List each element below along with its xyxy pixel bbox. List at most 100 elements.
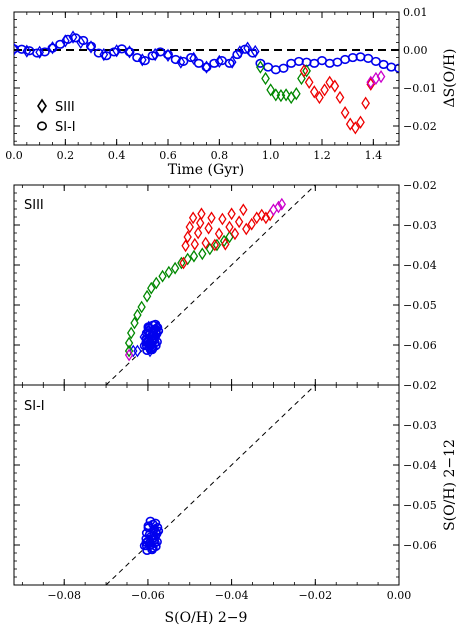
legend-label-siii: SIII — [55, 100, 75, 115]
middle-plot-frame — [13, 184, 400, 386]
data-point-diamond — [170, 261, 180, 275]
data-point-diamond — [227, 55, 237, 69]
data-point-diamond — [189, 51, 199, 66]
bottom-panel: −0.02 −0.03 −0.04 −0.05 −0.06 −0.08 −0.06 −0.04… — [13, 379, 458, 626]
data-point-diamond — [218, 212, 227, 226]
bottom-plot-content — [105, 385, 316, 585]
data-point-diamond — [274, 200, 283, 214]
bottom-xlabel: S(O/H) 2−9 — [165, 610, 248, 626]
data-point-diamond — [250, 44, 260, 59]
y-tick-label: −0.06 — [403, 539, 437, 552]
data-point-diamond — [60, 34, 70, 48]
bottom-panel-label: SI-I — [24, 399, 45, 414]
data-point-diamond — [366, 77, 376, 91]
data-point-diamond — [325, 75, 335, 89]
y-tick-label: 0.00 — [403, 44, 428, 57]
data-point-circle — [178, 56, 189, 66]
data-point-diamond — [277, 197, 287, 211]
y-tick-label: −0.04 — [403, 259, 437, 272]
data-point-diamond — [230, 227, 240, 241]
data-point-circle — [153, 526, 164, 536]
data-point-diamond — [129, 344, 138, 358]
x-tick-label: 1.0 — [262, 149, 280, 162]
data-point-diamond — [130, 316, 139, 330]
series-diamond — [299, 64, 376, 135]
data-point-diamond — [190, 237, 199, 251]
data-point-diamond — [147, 281, 156, 295]
data-point-diamond — [189, 249, 199, 263]
data-point-diamond — [235, 45, 245, 59]
data-point-diamond — [126, 326, 136, 340]
x-tick-label: −0.06 — [131, 589, 165, 602]
x-tick-label: 1.2 — [313, 149, 331, 162]
y-tick-label: −0.06 — [403, 339, 437, 352]
data-point-diamond — [376, 69, 386, 84]
top-ylabel: ΔS(O/H) — [442, 48, 458, 107]
data-point-diamond — [142, 289, 152, 303]
legend: SIII SI-I — [36, 98, 76, 135]
data-point-diamond — [183, 252, 192, 266]
middle-axis-ticks: −0.02 −0.03 −0.04 −0.05 −0.06 — [14, 179, 437, 386]
data-point-diamond — [340, 106, 350, 120]
data-point-diamond — [201, 236, 210, 250]
data-point-diamond — [266, 83, 276, 97]
x-tick-label: −0.04 — [215, 589, 249, 602]
data-point-diamond — [345, 117, 355, 131]
data-point-circle — [47, 43, 58, 53]
bottom-ylabel: S(O/H) 2−12 — [442, 439, 458, 531]
data-point-diamond — [330, 79, 340, 93]
data-point-diamond — [243, 41, 252, 55]
x-tick-label: 0.4 — [108, 149, 126, 162]
bottom-axis-ticks: −0.02 −0.03 −0.04 −0.05 −0.06 −0.08 −0.06 −0.04… — [14, 379, 437, 602]
data-point-diamond — [176, 55, 186, 69]
data-point-diamond — [202, 60, 211, 74]
legend-label-si-i: SI-I — [55, 120, 76, 135]
data-point-diamond — [198, 247, 207, 261]
data-point-diamond — [152, 276, 161, 290]
data-point-diamond — [164, 265, 174, 279]
data-point-diamond — [137, 300, 146, 314]
data-point-circle — [39, 47, 50, 57]
data-point-diamond — [227, 207, 236, 221]
bottom-plot-frame — [13, 384, 400, 586]
y-tick-label: −0.02 — [403, 379, 437, 392]
data-point-circle — [150, 319, 161, 329]
plot-area — [105, 185, 316, 385]
data-point-diamond — [150, 47, 160, 62]
data-point-circle — [142, 346, 152, 355]
middle-plot-content — [105, 185, 316, 385]
series-diamond — [124, 230, 234, 358]
data-point-diamond — [158, 269, 167, 283]
series-diamond — [179, 203, 275, 270]
top-panel: 0.01 0.00 −0.01 −0.02 0.0 0.2 0.4 0.6 0.8 1.0 1.2 1… — [5, 6, 458, 178]
middle-panel: −0.02 −0.03 −0.04 −0.05 −0.06 SIII — [13, 179, 437, 386]
data-point-circle — [147, 345, 157, 355]
data-point-diamond — [137, 53, 147, 67]
data-point-diamond — [351, 121, 360, 135]
data-point-diamond — [112, 44, 122, 58]
data-point-diamond — [204, 221, 213, 235]
data-point-diamond — [214, 54, 224, 69]
x-tick-label: 0.8 — [211, 149, 229, 162]
data-point-diamond — [133, 308, 142, 322]
data-point-diamond — [212, 238, 222, 252]
data-point-diamond — [48, 41, 57, 55]
data-point-diamond — [86, 40, 96, 54]
data-point-circle — [145, 516, 156, 526]
data-point-diamond — [124, 348, 134, 362]
data-point-diamond — [163, 48, 173, 62]
data-point-diamond — [257, 208, 266, 222]
top-axis-ticks: 0.01 0.00 −0.01 −0.02 0.0 0.2 0.4 0.6 0.8 1.0 1.2 1… — [5, 6, 436, 162]
data-point-diamond — [193, 226, 203, 240]
top-plot-content — [14, 30, 399, 135]
data-point-circle — [186, 53, 197, 63]
data-point-circle — [394, 63, 399, 73]
data-point-diamond — [335, 90, 345, 105]
data-point-diamond — [291, 87, 301, 101]
data-point-circle — [255, 58, 266, 68]
data-point-diamond — [177, 256, 186, 270]
data-point-diamond — [179, 256, 188, 270]
top-xlabel: Time (Gyr) — [168, 162, 245, 178]
y-tick-label: −0.02 — [403, 179, 437, 192]
data-point-diamond — [221, 237, 230, 251]
